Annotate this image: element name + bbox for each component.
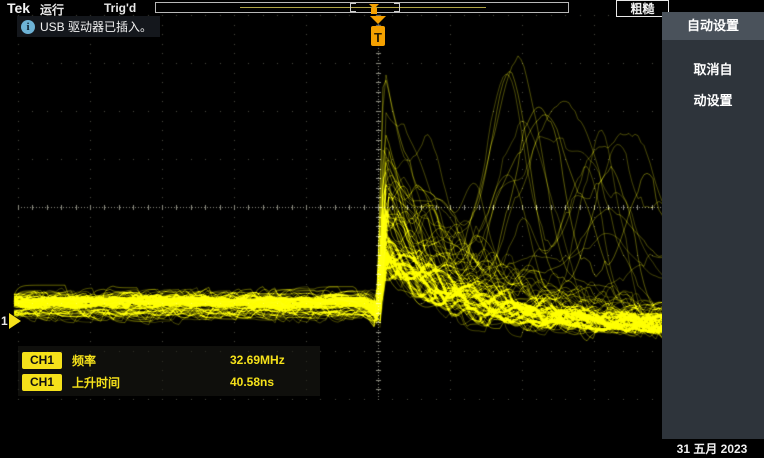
side-menu: 自动设置 取消自动设置 <box>662 12 764 439</box>
measurement-readouts: CH1 频率 32.69MHz CH1 上升时间 40.58ns <box>18 346 320 396</box>
usb-notification: i USB 驱动器已插入。 <box>17 16 161 37</box>
channel1-marker-arrow-icon <box>8 313 21 329</box>
measurement-name: 上升时间 <box>72 375 121 390</box>
acquisition-state: 运行 <box>40 3 65 17</box>
record-view-bar <box>155 2 569 14</box>
window-bracket-right <box>394 3 400 12</box>
trigger-position-marker[interactable]: T <box>368 15 390 50</box>
menu-item-undo-autoset[interactable]: 取消自动设置 <box>693 62 733 108</box>
window-bracket-left <box>350 3 356 12</box>
date-readout: 31 五月 2023 <box>676 442 748 456</box>
measurement-row: CH1 频率 32.69MHz <box>22 349 320 371</box>
measurement-value: 32.69MHz <box>230 353 285 367</box>
record-waveform-line <box>240 7 486 8</box>
channel1-marker-label: 1 <box>1 314 8 328</box>
knob-resolution-indicator: 粗糙 <box>616 0 669 17</box>
top-status-bar: Tek 运行 Trig'd <box>0 0 764 17</box>
tek-logo: Tek <box>7 0 31 16</box>
trigger-state: Trig'd <box>104 1 137 15</box>
channel1-position-marker[interactable]: 1 <box>1 313 21 329</box>
measurement-source-badge: CH1 <box>22 351 62 369</box>
record-trigger-icon <box>369 4 379 14</box>
measurement-source-badge: CH1 <box>22 373 62 391</box>
svg-text:T: T <box>374 30 382 45</box>
info-icon: i <box>21 19 35 34</box>
measurement-row: CH1 上升时间 40.58ns <box>22 371 320 393</box>
measurement-name: 频率 <box>72 353 97 368</box>
notification-text: USB 驱动器已插入。 <box>40 20 153 34</box>
measurement-value: 40.58ns <box>230 375 275 389</box>
menu-title-autoset: 自动设置 <box>662 12 764 40</box>
bottom-status-bar: CH1 5.00mV CH2 -- 20.0ns 1.00GS/s CH1 1.… <box>0 400 764 458</box>
